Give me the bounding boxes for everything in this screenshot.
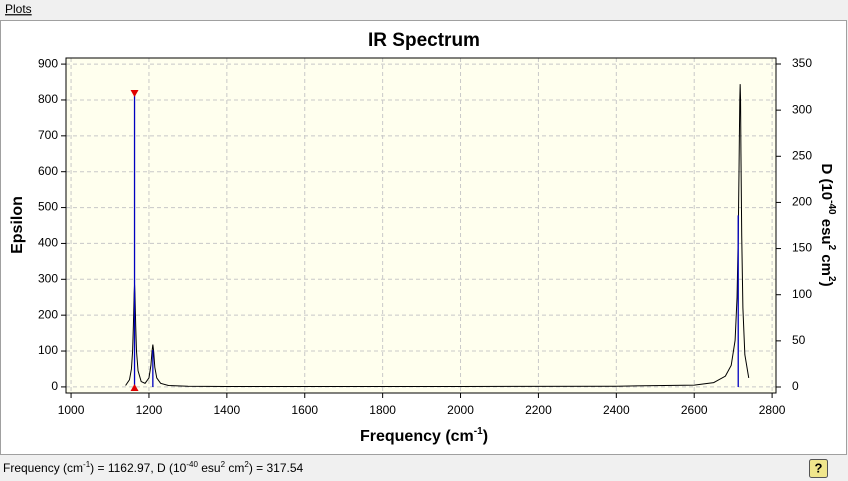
text-part: Frequency (cm — [360, 428, 474, 445]
y-tick-label: 800 — [38, 92, 58, 106]
x-tick-label: 2000 — [447, 403, 474, 417]
x-tick-label: 1000 — [58, 403, 85, 417]
help-icon[interactable]: ? — [815, 460, 823, 475]
x-tick-label: 1600 — [291, 403, 318, 417]
superscript: 2 — [826, 276, 837, 282]
superscript: 2 — [826, 245, 837, 251]
x-tick-label: 1800 — [369, 403, 396, 417]
superscript: -40 — [826, 200, 837, 215]
text-part: ) = 317.54 — [249, 461, 304, 475]
y2-tick-label: 200 — [792, 195, 812, 209]
text-part: ) = 1162.97, D (10 — [90, 461, 186, 475]
x-tick-label: 1400 — [213, 403, 240, 417]
help-button[interactable] — [809, 459, 828, 478]
x-tick-label: 2200 — [525, 403, 552, 417]
y2-tick-label: 100 — [792, 287, 812, 301]
text-part: cm — [818, 250, 835, 276]
y-tick-label: 400 — [38, 236, 58, 250]
text-part: D (10 — [818, 163, 835, 200]
y2-tick-label: 0 — [792, 379, 799, 393]
superscript: 2 — [221, 460, 226, 469]
y-axis-title: Epsilon — [9, 196, 26, 254]
y-tick-label: 600 — [38, 164, 58, 178]
x-tick-label: 2400 — [603, 403, 630, 417]
y2-tick-label: 300 — [792, 102, 812, 116]
status-text: Frequency (cm-1) = 1162.97, D (10-40 esu… — [3, 460, 304, 476]
text-part: esu — [818, 215, 835, 245]
selection-marker — [130, 89, 139, 97]
y-tick-label: 300 — [38, 271, 58, 285]
superscript: -40 — [186, 460, 198, 469]
text-part: esu — [198, 461, 221, 475]
plot-area — [66, 58, 776, 393]
y-tick-label: 100 — [38, 343, 58, 357]
y-tick-label: 500 — [38, 200, 58, 214]
y2-tick-label: 250 — [792, 148, 812, 162]
y-tick-label: 0 — [51, 379, 58, 393]
y-tick-label: 700 — [38, 128, 58, 142]
text-part: ) — [818, 282, 835, 287]
y2-tick-label: 350 — [792, 56, 812, 70]
superscript: -1 — [83, 460, 91, 469]
y2-tick-label: 150 — [792, 241, 812, 255]
menu-bar — [0, 0, 848, 20]
selection-marker — [130, 384, 139, 392]
text-part: Frequency (cm — [3, 461, 83, 475]
y2-axis-title: D (10-40 esu2 cm2) — [818, 163, 837, 286]
plot-frame — [65, 57, 777, 394]
chart-title: IR Spectrum — [368, 30, 480, 51]
superscript: -1 — [474, 426, 483, 437]
x-tick-label: 2600 — [681, 403, 708, 417]
y-tick-label: 200 — [38, 307, 58, 321]
menu-item[interactable]: Plots — [5, 2, 32, 16]
x-axis-title: Frequency (cm-1) — [360, 426, 488, 445]
y-tick-label: 900 — [38, 56, 58, 70]
x-tick-label: 1200 — [136, 403, 163, 417]
text-part: ) — [483, 428, 488, 445]
y2-tick-label: 50 — [792, 333, 806, 347]
text-part: cm — [225, 461, 244, 475]
status-bar — [0, 456, 848, 481]
superscript: 2 — [244, 460, 249, 469]
x-tick-label: 2800 — [759, 403, 786, 417]
